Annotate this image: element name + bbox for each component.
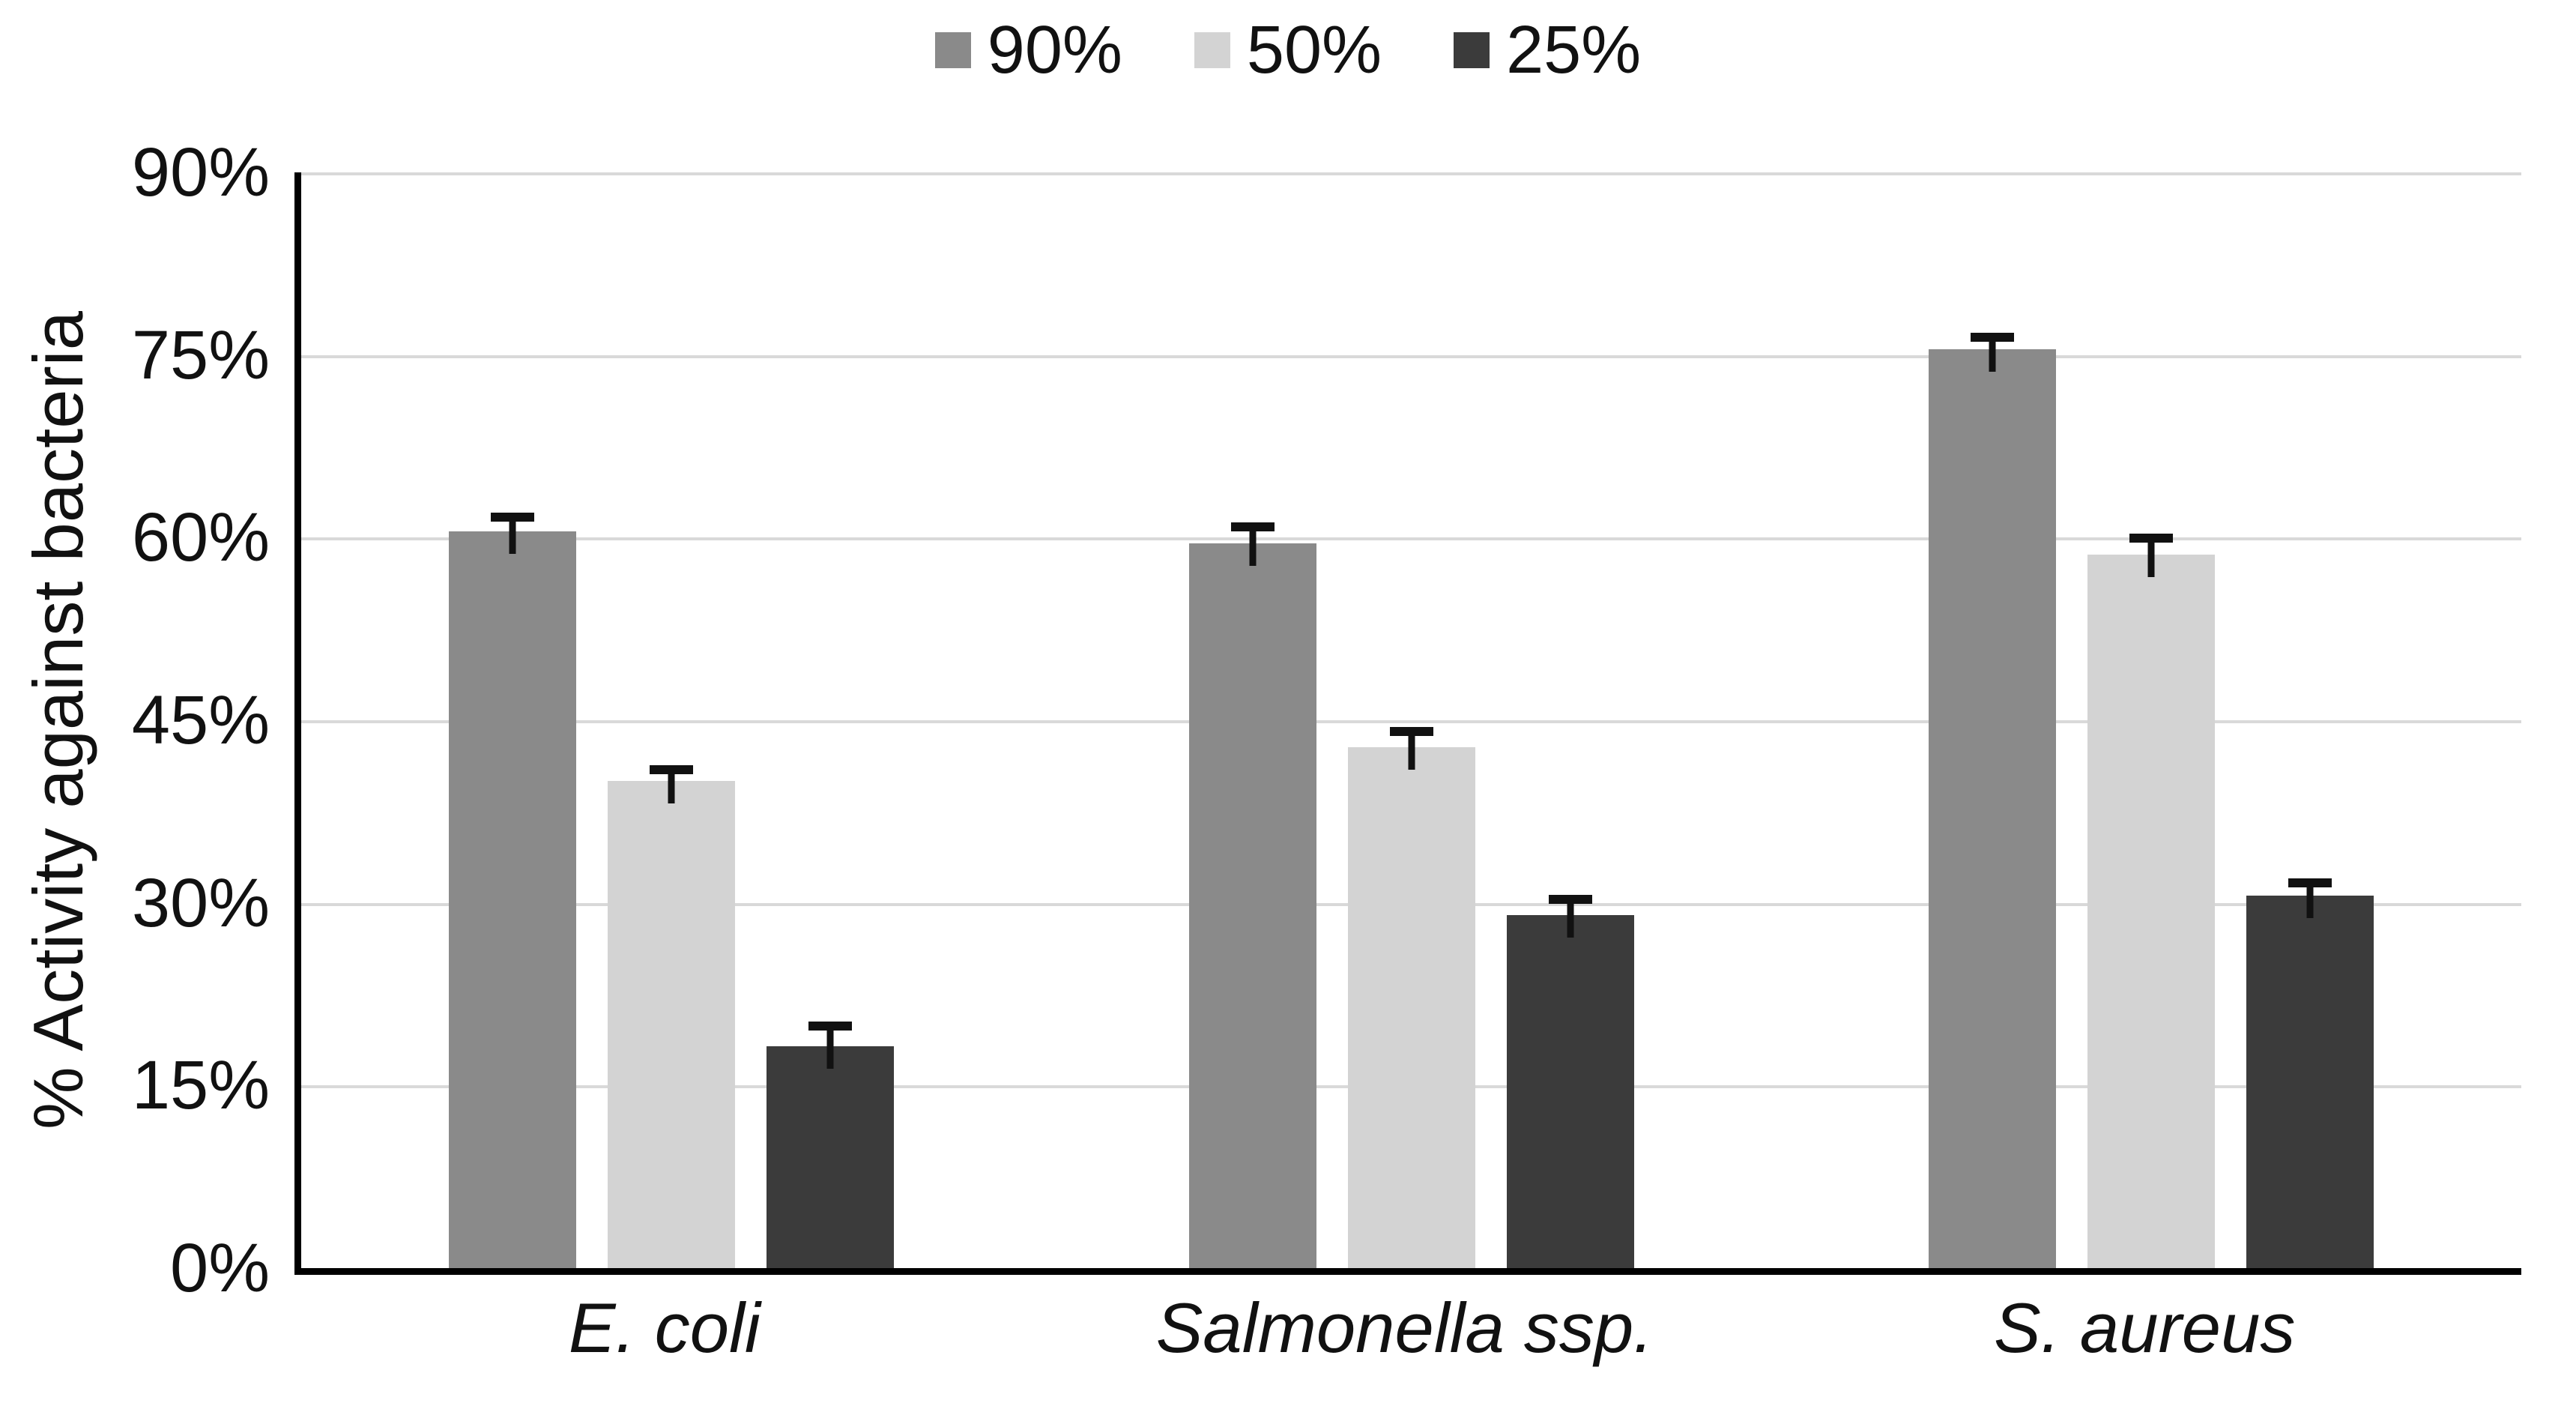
- error-bar: [1971, 332, 2015, 372]
- bar-25pct: [2246, 878, 2374, 1268]
- bar-25pct: [1506, 895, 1634, 1268]
- x-category-label-1: E. coli: [568, 1288, 761, 1367]
- gridline: [301, 720, 2521, 723]
- error-bar: [2129, 533, 2174, 578]
- legend-label: 50%: [1246, 13, 1382, 88]
- gridline: [301, 355, 2521, 358]
- error-bar-stem: [1408, 727, 1415, 770]
- x-category-label-3: S. aureus: [1994, 1288, 2296, 1367]
- bar-25pct: [766, 1022, 894, 1268]
- error-bar-cap: [1971, 332, 2015, 342]
- error-bar: [1548, 895, 1592, 938]
- legend-label: 25%: [1506, 13, 1642, 88]
- error-bar: [490, 513, 534, 555]
- legend-item-50: 50%: [1194, 16, 1382, 84]
- plot-area: [294, 172, 2521, 1275]
- error-bar-stem: [826, 1022, 834, 1069]
- y-tick-label: 30%: [131, 864, 270, 941]
- bar-90pct: [448, 513, 576, 1268]
- bar-50pct: [607, 764, 735, 1268]
- y-tick-label: 45%: [131, 682, 270, 758]
- legend-item-90: 90%: [934, 13, 1122, 88]
- legend-item-25: 25%: [1454, 16, 1641, 84]
- error-bar: [1389, 727, 1433, 770]
- x-category-label-2: Salmonella ssp.: [1155, 1288, 1654, 1367]
- error-bar-stem: [668, 764, 675, 804]
- error-bar-cap: [1548, 895, 1592, 905]
- error-bar-cap: [2129, 533, 2174, 543]
- error-bar-cap: [1230, 522, 1275, 532]
- bar-90pct: [1188, 522, 1316, 1268]
- error-bar-cap: [1389, 727, 1433, 737]
- y-tick-label: 0%: [170, 1230, 270, 1306]
- y-tick-label: 75%: [131, 316, 270, 393]
- x-axis-labels: E. coli Salmonella ssp. S. aureus: [294, 1286, 2515, 1371]
- error-bar-cap: [808, 1022, 852, 1031]
- error-bar: [1230, 522, 1275, 567]
- bar-groups: [301, 172, 2521, 1268]
- gridline: [301, 172, 2521, 175]
- error-bar-cap: [490, 513, 534, 522]
- error-bar-stem: [1567, 895, 1573, 938]
- bar-group-1: [301, 172, 1041, 1268]
- error-bar-cap: [649, 764, 693, 774]
- error-bar-stem: [509, 513, 516, 555]
- legend-label: 90%: [987, 13, 1122, 88]
- legend-swatch-icon: [1454, 32, 1490, 68]
- error-bar: [808, 1022, 852, 1069]
- error-bar: [649, 764, 693, 804]
- error-bar-stem: [1989, 332, 1996, 372]
- error-bar-stem: [2306, 878, 2314, 918]
- bar-group-2: [1041, 172, 1782, 1268]
- legend-swatch-icon: [1194, 32, 1230, 68]
- gridline: [301, 537, 2521, 541]
- legend-swatch-icon: [934, 32, 971, 68]
- legend: 90% 50% 25%: [0, 16, 2576, 84]
- bar-group-3: [1781, 172, 2521, 1268]
- bar-50pct: [1347, 727, 1475, 1268]
- bar-90pct: [1929, 332, 2057, 1268]
- error-bar-stem: [1249, 522, 1256, 567]
- error-bar: [2288, 878, 2332, 918]
- bar-50pct: [2087, 533, 2216, 1268]
- error-bar-stem: [2147, 533, 2155, 578]
- y-tick-label: 90%: [131, 134, 270, 211]
- error-bar-cap: [2288, 878, 2332, 887]
- y-tick-label: 60%: [131, 499, 270, 576]
- y-tick-label: 15%: [131, 1047, 270, 1124]
